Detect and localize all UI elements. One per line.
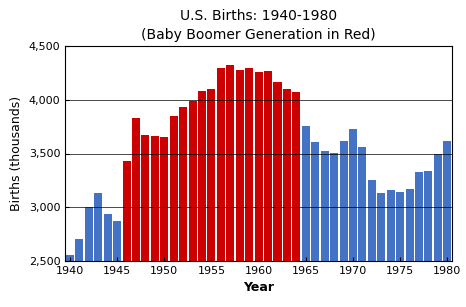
Bar bbox=[434, 154, 442, 307]
Bar bbox=[217, 68, 225, 307]
Bar bbox=[179, 107, 187, 307]
Bar bbox=[387, 190, 395, 307]
Title: U.S. Births: 1940-1980
(Baby Boomer Generation in Red): U.S. Births: 1940-1980 (Baby Boomer Gene… bbox=[141, 9, 376, 42]
Bar bbox=[377, 192, 385, 307]
Bar bbox=[207, 89, 215, 307]
Bar bbox=[254, 72, 263, 307]
Bar bbox=[425, 171, 432, 307]
Bar bbox=[321, 151, 329, 307]
Bar bbox=[264, 71, 272, 307]
Bar bbox=[170, 116, 178, 307]
Bar bbox=[311, 142, 319, 307]
Bar bbox=[405, 189, 414, 307]
Bar bbox=[368, 180, 376, 307]
Bar bbox=[396, 192, 404, 307]
Bar bbox=[160, 137, 168, 307]
Bar bbox=[141, 135, 150, 307]
Bar bbox=[358, 147, 366, 307]
Bar bbox=[198, 91, 206, 307]
Y-axis label: Births (thousands): Births (thousands) bbox=[10, 96, 23, 211]
Bar bbox=[226, 65, 234, 307]
Bar bbox=[151, 136, 159, 307]
Bar bbox=[123, 161, 130, 307]
Bar bbox=[189, 101, 197, 307]
Bar bbox=[85, 207, 93, 307]
Bar bbox=[415, 172, 423, 307]
Bar bbox=[94, 193, 102, 307]
Bar bbox=[302, 126, 310, 307]
Bar bbox=[113, 221, 121, 307]
Bar bbox=[349, 129, 357, 307]
Bar bbox=[236, 70, 244, 307]
Bar bbox=[132, 118, 140, 307]
Bar bbox=[292, 92, 301, 307]
Bar bbox=[340, 141, 348, 307]
Bar bbox=[274, 82, 281, 307]
Bar bbox=[283, 89, 291, 307]
X-axis label: Year: Year bbox=[243, 282, 274, 294]
Bar bbox=[66, 255, 74, 307]
Bar bbox=[245, 68, 253, 307]
Bar bbox=[330, 153, 338, 307]
Bar bbox=[443, 142, 451, 307]
Bar bbox=[103, 214, 112, 307]
Bar bbox=[75, 239, 83, 307]
